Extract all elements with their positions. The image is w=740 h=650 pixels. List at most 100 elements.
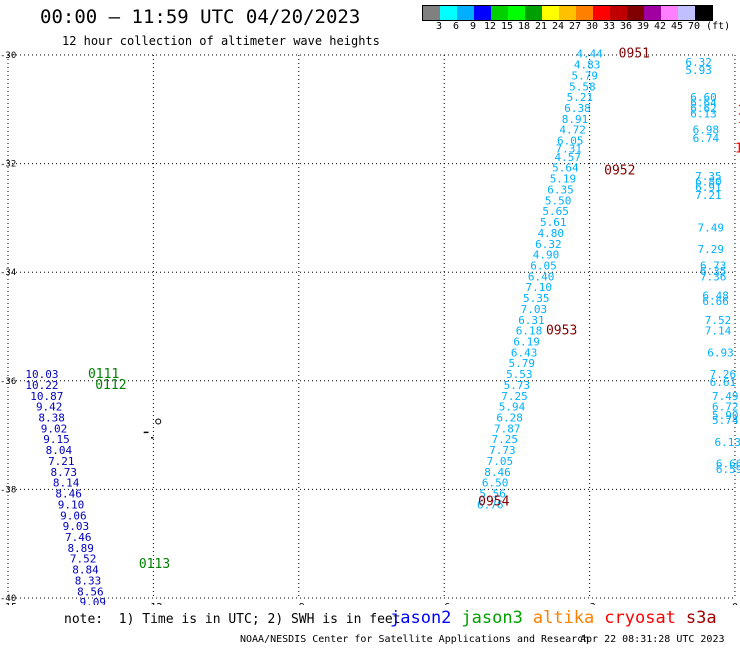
wave-height-label: 9.15 [43,433,70,446]
x-tick-label: -9 [293,602,305,605]
y-tick-label: -34 [0,268,16,278]
wave-height-label: 6.76 [477,498,504,511]
wave-height-label: 8.91 [562,113,589,126]
wave-height-label: 7.52 [705,314,732,327]
generated-timestamp: Apr 22 08:31:28 UTC 2023 [580,634,725,645]
wave-height-label: 6.66 [702,295,729,308]
wave-height-label: 4.57 [555,151,582,164]
color-scale-tick-label: 30 [585,21,599,32]
wave-height-label: 5.90 [712,409,739,422]
wave-height-label: 5.65 [542,205,569,218]
wave-height-label: 7.35 [695,170,722,183]
wave-height-label: 8.84 [72,564,99,577]
color-scale-tick-label: 12 [483,21,497,32]
wave-height-label: 7.21 [48,455,75,468]
color-scale-tick-label: 15 [500,21,514,32]
wave-height-label: 6.61 [710,376,737,389]
wave-height-label: 7.36 [700,270,727,283]
wave-height-label: 7.29 [698,243,725,256]
wave-height-label: 6.35 [547,183,574,196]
wave-height-label: 6.43 [511,346,538,359]
wave-height-label: 7.46 [65,531,92,544]
wave-height-label: 5.64 [552,162,579,175]
wave-height-label: 5.94 [499,401,526,414]
x-tick-label: -12 [144,602,162,605]
color-scale-bar [422,5,713,21]
wave-height-label: 6.18 [516,325,543,338]
wave-height-label: 7.73 [489,444,516,457]
y-tick-label: -38 [0,485,16,495]
wave-height-label: 8.33 [75,574,102,587]
time-annotation: 10 [737,104,740,119]
color-swatch [593,6,610,20]
wave-height-label: 7.14 [705,325,732,338]
x-tick-label: -6 [438,602,450,605]
wave-height-label: 10.22 [25,379,58,392]
wave-height-label: 5.79 [572,69,599,82]
wave-height-label: 5.61 [540,216,567,229]
wave-height-label: 7.31 [556,143,583,156]
wave-height-label: 7.49 [698,221,725,234]
wave-height-label: 10.87 [30,390,63,403]
wave-height-label: 6.66 [716,458,740,471]
wave-height-label: 7.26 [710,368,737,381]
wave-height-label: 6.19 [513,336,540,349]
color-swatch [525,6,542,20]
wave-height-label: 4.72 [559,124,586,137]
wave-height-label: 8.46 [55,488,82,501]
wave-height-label: 6.38 [564,102,591,115]
wave-height-label: 7.21 [695,189,722,202]
wave-height-label: 8.04 [46,444,73,457]
wave-height-label: 8.56 [77,585,104,598]
footnote: note: 1) Time is in UTC; 2) SWH is in fe… [64,612,401,627]
wave-height-label: 6.98 [693,124,720,137]
color-swatch [559,6,576,20]
color-swatch [491,6,508,20]
wave-height-label: 7.87 [494,422,521,435]
wave-height-label: 6.28 [496,412,523,425]
wave-height-label: 5.53 [506,368,533,381]
color-scale-tick-label: 9 [469,21,477,32]
wave-height-label: 10.03 [25,368,58,381]
credit-text: NOAA/NESDIS Center for Satellite Applica… [240,634,590,645]
wave-height-label: 5.93 [685,64,712,77]
wave-height-label: 6.35 [700,265,727,278]
wave-height-label: 9.02 [41,422,68,435]
color-scale-tick-label: 33 [602,21,616,32]
wave-height-label: 6.73 [700,259,727,272]
color-scale-tick-label: 45 [670,21,684,32]
y-tick-label: -36 [0,377,16,387]
wave-height-label: 5.50 [545,194,572,207]
wave-height-label: 7.52 [70,553,97,566]
wave-height-label: 6.62 [690,102,717,115]
wave-height-plot: -15-12-9-6-30-30-32-34-36-38-404.444.835… [0,47,740,605]
wave-height-label: 5.58 [569,80,596,93]
wave-height-label: 7.49 [712,390,739,403]
color-scale-tick-label: 39 [636,21,650,32]
wave-height-label: 6.32 [535,238,562,251]
wave-height-label: 5.35 [523,292,550,305]
legend-item-s3a: s3a [685,608,717,628]
island-marker [155,418,162,425]
wave-height-label: 6.32 [685,56,712,69]
wave-height-label: 8.46 [484,466,511,479]
y-tick-label: -32 [0,160,16,170]
wave-height-label: 6.59 [716,463,740,476]
wave-height-label: 6.93 [707,346,734,359]
time-annotation: 0112 [95,378,126,393]
color-scale-tick-label: 3 [435,21,443,32]
legend-item-altika: altika [532,608,595,628]
wave-height-label: 5.73 [504,379,531,392]
color-swatch [644,6,661,20]
wave-height-label: 8.38 [38,412,65,425]
wave-height-label: 9.42 [36,401,63,414]
wave-height-label: 6.91 [695,181,722,194]
color-scale-tick-label: 21 [534,21,548,32]
color-swatch [661,6,678,20]
color-scale-ticks: 3 6 9 12 15 18 21 24 27 30 33 36 39 42 45 70 (ft) [422,21,740,33]
wave-height-label: 6.40 [528,270,555,283]
x-tick-label: -3 [584,602,596,605]
wave-height-label: 4.80 [538,227,565,240]
x-tick-label: 0 [732,602,738,605]
wave-height-label: 4.44 [576,48,603,61]
